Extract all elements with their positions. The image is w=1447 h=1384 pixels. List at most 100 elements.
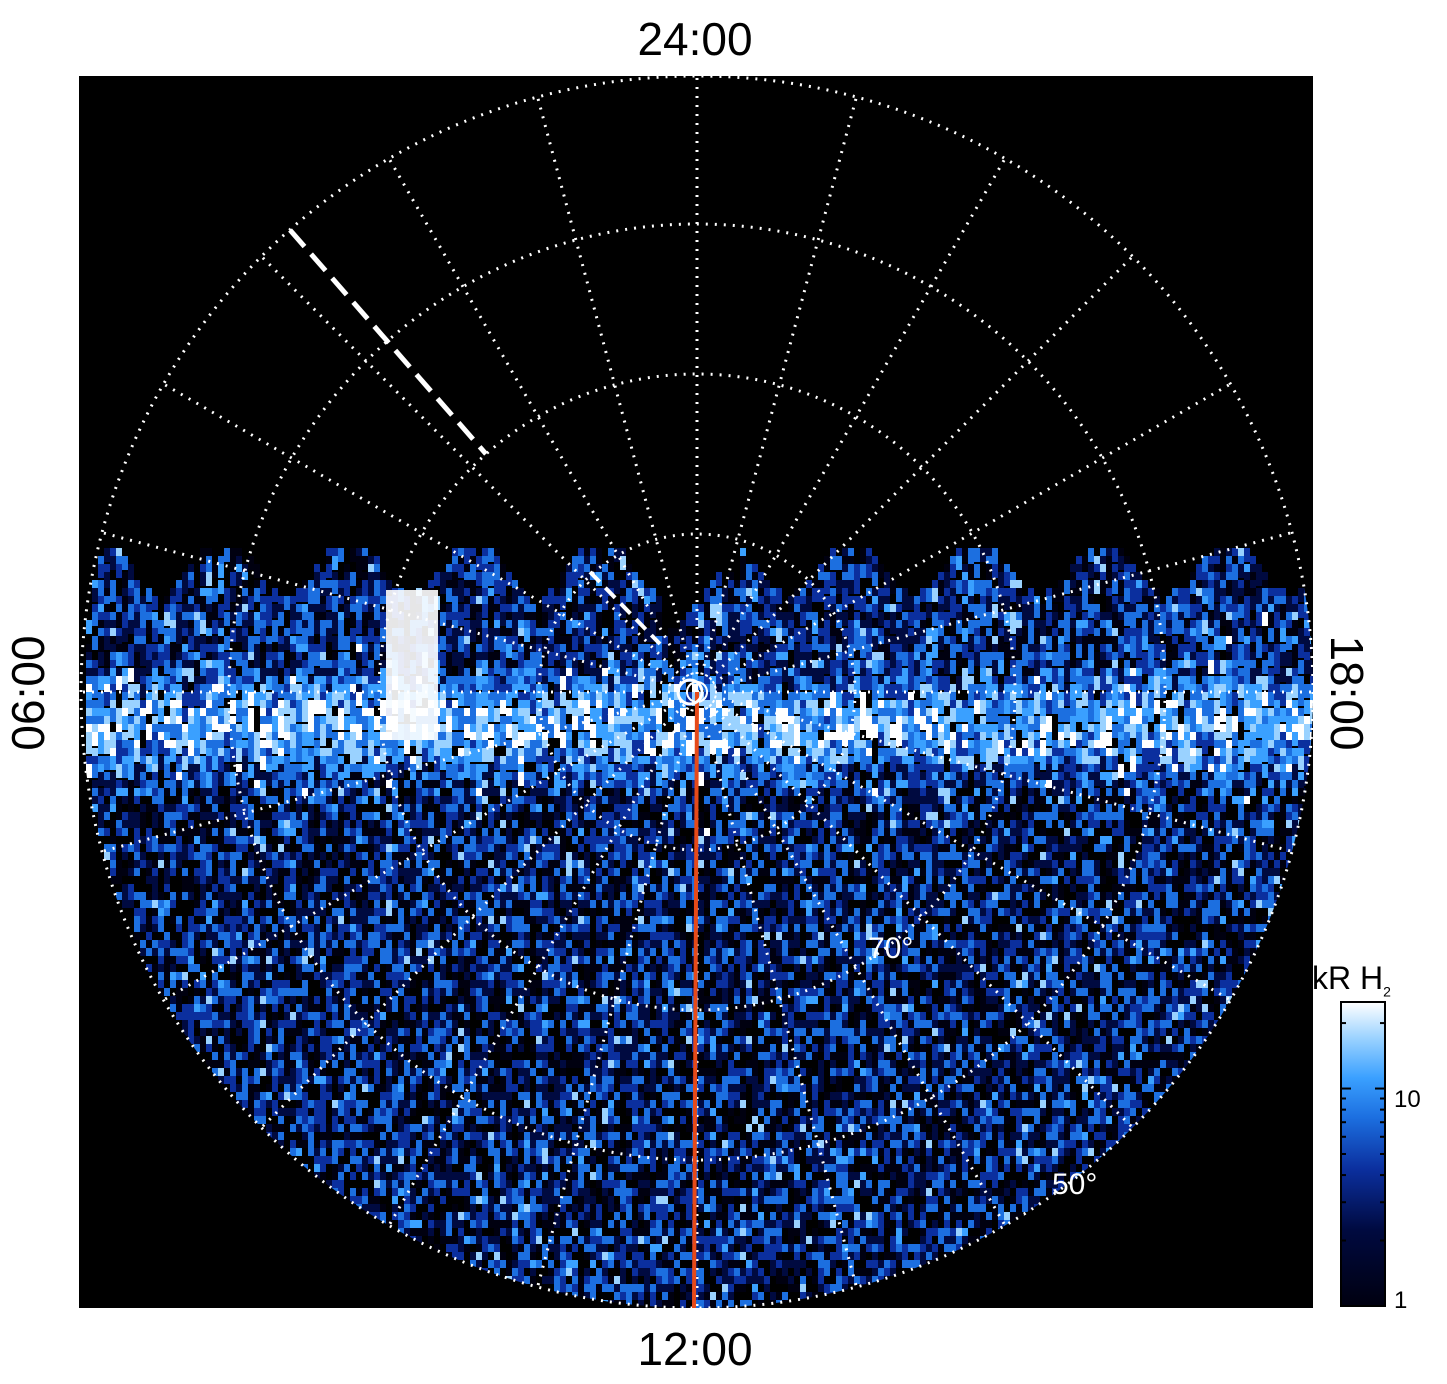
emission-pixel [464,740,470,754]
emission-pixel [494,788,500,796]
emission-pixel [140,812,146,820]
emission-pixel [560,668,566,682]
emission-pixel [230,572,236,586]
emission-pixel [494,556,500,570]
emission-pixel [926,796,932,804]
emission-pixel [362,796,368,804]
emission-pixel [986,572,992,586]
emission-pixel [1214,580,1220,594]
emission-pixel [680,700,686,714]
emission-pixel [1010,668,1016,682]
emission-pixel [1310,708,1313,722]
emission-pixel [716,660,722,674]
emission-pixel [632,780,638,788]
emission-pixel [332,652,338,666]
emission-pixel [854,772,860,786]
emission-pixel [374,676,380,690]
emission-pixel [806,580,812,594]
emission-pixel [674,796,680,804]
emission-pixel [332,820,338,828]
emission-pixel [1124,572,1130,586]
emission-pixel [1292,612,1298,626]
emission-pixel [1010,756,1016,770]
emission-pixel [440,700,446,714]
emission-pixel [128,588,134,602]
emission-pixel [1238,708,1244,722]
emission-pixel [176,780,182,788]
emission-pixel [1274,724,1280,738]
emission-pixel [698,764,704,778]
emission-pixel [338,788,344,796]
emission-pixel [818,684,824,698]
emission-pixel [986,700,992,714]
emission-pixel [950,692,956,706]
emission-pixel [710,788,716,796]
emission-pixel [398,804,404,812]
emission-pixel [674,780,680,788]
emission-pixel [170,788,176,796]
emission-pixel [608,724,614,738]
emission-pixel [200,764,206,778]
emission-pixel [914,636,920,650]
emission-pixel [1220,740,1226,754]
emission-pixel [1172,612,1178,626]
emission-pixel [272,588,278,602]
emission-pixel [446,764,452,778]
emission-pixel [872,796,878,804]
emission-pixel [302,724,308,738]
emission-pixel [842,676,848,690]
emission-pixel [212,652,218,666]
emission-pixel [812,620,818,634]
emission-pixel [950,756,956,770]
emission-pixel [1094,708,1100,722]
emission-pixel [1202,700,1208,714]
emission-pixel [236,740,242,754]
emission-pixel [326,612,332,626]
emission-pixel [494,652,500,666]
emission-pixel [746,684,752,698]
emission-pixel [986,652,992,666]
emission-pixel [956,724,962,738]
emission-pixel [110,676,116,690]
emission-pixel [1106,548,1112,562]
emission-pixel [104,788,110,796]
emission-pixel [1154,804,1160,812]
emission-pixel [674,628,680,642]
emission-pixel [206,764,212,778]
emission-pixel [1106,572,1112,586]
emission-pixel [524,780,530,788]
emission-pixel [164,732,170,746]
emission-pixel [470,716,476,730]
emission-pixel [1256,612,1262,626]
emission-pixel [536,724,542,738]
emission-pixel [146,660,152,674]
emission-pixel [356,764,362,778]
emission-pixel [1166,620,1172,634]
emission-pixel [938,668,944,682]
emission-pixel [170,628,176,642]
emission-pixel [962,804,968,812]
emission-pixel [1208,700,1214,714]
emission-pixel [248,668,254,682]
emission-pixel [770,676,776,690]
emission-pixel [290,780,296,788]
emission-pixel [554,820,560,828]
emission-pixel [302,820,308,828]
emission-pixel [992,796,998,804]
emission-pixel [110,636,116,650]
emission-pixel [1076,668,1082,682]
emission-pixel [104,628,110,642]
emission-pixel [86,740,92,754]
emission-pixel [626,580,632,594]
emission-pixel [620,660,626,674]
emission-pixel [578,764,584,778]
emission-pixel [314,756,320,770]
emission-pixel [1178,604,1184,618]
emission-pixel [488,692,494,706]
emission-pixel [860,548,866,562]
emission-pixel [380,596,386,610]
emission-pixel [1010,812,1016,820]
emission-pixel [1082,788,1088,796]
emission-pixel [260,748,266,762]
emission-pixel [1190,708,1196,722]
